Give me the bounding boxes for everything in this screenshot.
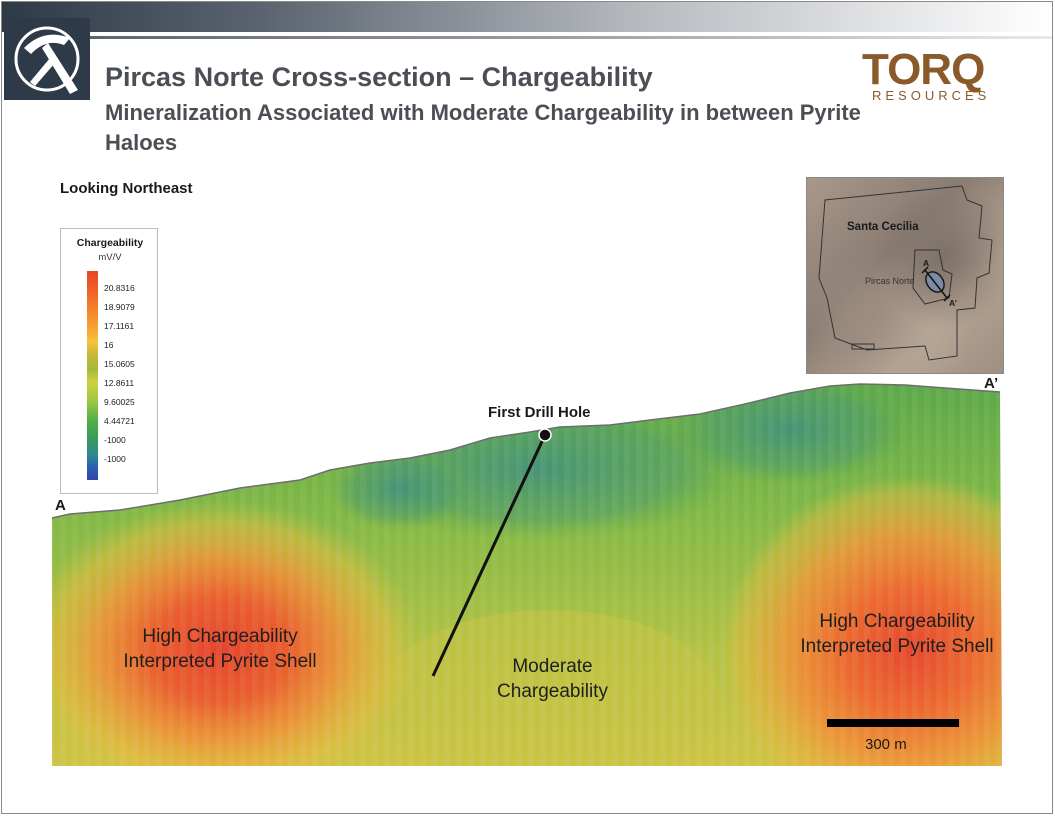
legend-value: 18.9079 <box>104 302 135 312</box>
view-direction-label: Looking Northeast <box>60 180 193 197</box>
chargeability-legend: Chargeability mV/V 20.8316 18.9079 17.11… <box>60 228 158 494</box>
scale-bar <box>827 719 959 727</box>
legend-value: 9.60025 <box>104 397 135 407</box>
page-title: Pircas Norte Cross-section – Chargeabili… <box>105 62 653 92</box>
legend-value: 4.44721 <box>104 416 135 426</box>
legend-unit: mV/V <box>98 252 122 263</box>
legend-value: 17.1161 <box>104 321 135 331</box>
location-inset-map: Santa Cecilia Pircas Norte A A’ <box>806 177 1004 374</box>
left-zone-label: High Chargeability Interpreted Pyrite Sh… <box>123 626 317 672</box>
legend-value: 15.0605 <box>104 359 135 369</box>
legend-value: 20.8316 <box>104 283 135 293</box>
header-gradient-bar <box>2 2 1052 32</box>
legend-value: 12.8611 <box>104 378 135 388</box>
brand-name: TORQ <box>862 45 984 94</box>
scale-label: 300 m <box>865 736 907 753</box>
drill-hole-trace <box>431 434 547 677</box>
inset-a-label: A <box>923 258 930 268</box>
brand-subname: RESOURCES <box>872 88 990 103</box>
inset-target-label: Pircas Norte <box>865 276 915 286</box>
drill-collar <box>538 428 552 442</box>
legend-title: Chargeability <box>76 237 144 249</box>
legend-value: -1000 <box>104 435 126 445</box>
center-zone-label: Moderate Chargeability <box>497 656 608 702</box>
inset-a-prime-label: A’ <box>949 298 958 308</box>
drill-hole-label: First Drill Hole <box>488 404 591 421</box>
inset-area-label: Santa Cecilia <box>847 221 919 233</box>
header-rule <box>90 36 1052 39</box>
legend-value: 16 <box>104 340 114 350</box>
page-subtitle: Mineralization Associated with Moderate … <box>105 100 861 155</box>
pickaxe-icon <box>14 26 80 94</box>
right-zone-label: High Chargeability Interpreted Pyrite Sh… <box>800 611 994 657</box>
brand-logo: TORQ RESOURCES <box>860 44 1010 104</box>
legend-value: -1000 <box>104 454 126 464</box>
company-logo <box>4 18 90 100</box>
section-end-a-prime: A’ <box>984 375 999 392</box>
section-end-a: A <box>55 497 66 514</box>
legend-color-ramp <box>87 271 98 480</box>
